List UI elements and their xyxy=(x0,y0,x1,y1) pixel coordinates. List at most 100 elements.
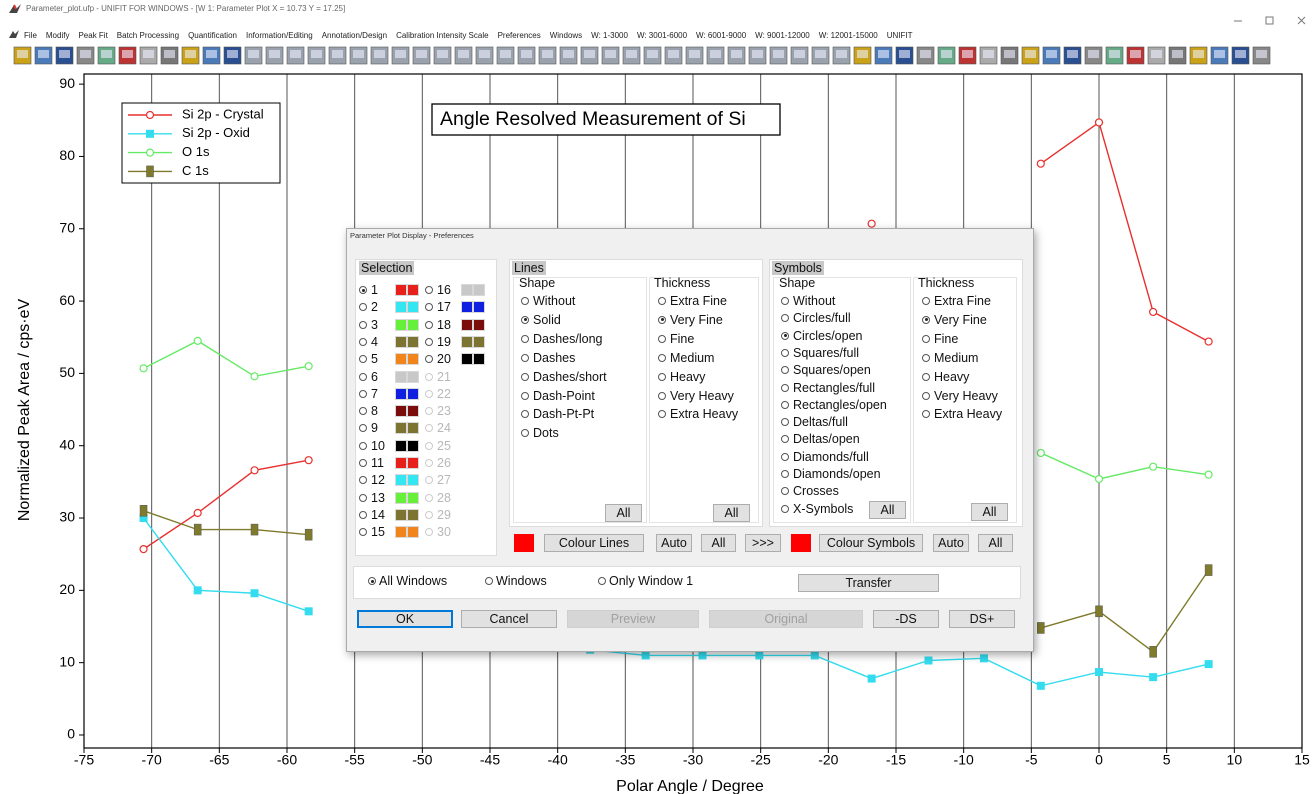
selection-label[interactable]: 29 xyxy=(437,507,451,522)
shape-option[interactable]: Without xyxy=(533,294,576,308)
selection-label[interactable]: 2 xyxy=(371,300,378,315)
window-option[interactable]: All Windows xyxy=(379,574,448,588)
radio-button[interactable] xyxy=(781,487,789,496)
selection-label[interactable]: 30 xyxy=(437,525,451,540)
radio-button[interactable] xyxy=(781,314,789,323)
colour-lines-button[interactable]: Colour Lines xyxy=(544,534,644,552)
radio-button[interactable] xyxy=(781,366,789,375)
toolbar-button[interactable] xyxy=(349,46,368,65)
toolbar-button[interactable] xyxy=(685,46,704,65)
radio-button[interactable] xyxy=(781,348,789,357)
toolbar-button[interactable] xyxy=(811,46,830,65)
dialog-button[interactable]: DS+ xyxy=(949,610,1015,628)
shape-option[interactable]: Dashes/long xyxy=(533,331,603,346)
thickness-option[interactable]: Very Fine xyxy=(934,312,987,327)
radio-button[interactable] xyxy=(658,391,666,400)
toolbar-button[interactable] xyxy=(1168,46,1187,65)
radio-button[interactable] xyxy=(658,297,666,305)
toolbar-button[interactable] xyxy=(118,46,137,65)
toolbar-button[interactable] xyxy=(1084,46,1103,65)
shape-option[interactable]: Diamonds/full xyxy=(793,449,869,464)
toolbar-button[interactable] xyxy=(139,46,158,65)
toolbar-button[interactable] xyxy=(370,46,389,65)
radio-button[interactable] xyxy=(359,424,367,433)
menu-item[interactable]: Quantification xyxy=(188,31,237,40)
radio-button[interactable] xyxy=(922,372,930,381)
toolbar-button[interactable] xyxy=(769,46,788,65)
radio-button[interactable] xyxy=(658,353,666,362)
toolbar-button[interactable] xyxy=(307,46,326,65)
menu-item[interactable]: UNIFIT xyxy=(886,31,913,40)
window-option[interactable]: Only Window 1 xyxy=(609,574,694,588)
menu-item[interactable]: Batch Processing xyxy=(116,31,180,40)
toolbar-button[interactable] xyxy=(580,46,599,65)
thickness-option[interactable]: Fine xyxy=(934,331,959,346)
selection-label[interactable]: 16 xyxy=(437,283,451,297)
toolbar-button[interactable] xyxy=(13,46,32,65)
thickness-option[interactable]: Heavy xyxy=(934,369,970,384)
radio-button[interactable] xyxy=(359,337,367,346)
toolbar-button[interactable] xyxy=(748,46,767,65)
all-button[interactable]: All xyxy=(869,501,906,519)
toolbar-button[interactable] xyxy=(475,46,494,65)
dialog-button[interactable]: Cancel xyxy=(461,610,557,628)
radio-button[interactable] xyxy=(781,383,789,392)
toolbar-button[interactable] xyxy=(202,46,221,65)
radio-button[interactable] xyxy=(521,429,529,438)
forward-button[interactable]: >>> xyxy=(745,534,781,552)
selection-label[interactable]: 28 xyxy=(437,490,451,505)
selection-label[interactable]: 4 xyxy=(371,334,378,349)
toolbar-button[interactable] xyxy=(1231,46,1250,65)
radio-button[interactable] xyxy=(359,355,367,364)
thickness-option[interactable]: Fine xyxy=(670,331,695,346)
shape-option[interactable]: Crosses xyxy=(793,484,839,499)
thickness-option[interactable]: Medium xyxy=(670,350,715,365)
selection-label[interactable]: 20 xyxy=(437,352,451,367)
radio-button[interactable] xyxy=(922,353,930,362)
toolbar-button[interactable] xyxy=(727,46,746,65)
radio-button[interactable] xyxy=(359,476,367,485)
thickness-option[interactable]: Extra Heavy xyxy=(670,407,739,422)
toolbar-button[interactable] xyxy=(181,46,200,65)
radio-button[interactable] xyxy=(781,470,789,478)
radio-button[interactable] xyxy=(359,407,367,416)
toolbar-button[interactable] xyxy=(832,46,851,65)
toolbar-button[interactable] xyxy=(55,46,74,65)
toolbar-button[interactable] xyxy=(286,46,305,65)
radio-button[interactable] xyxy=(359,510,367,519)
selection-label[interactable]: 18 xyxy=(437,317,451,332)
radio-button[interactable] xyxy=(425,337,433,346)
toolbar-button[interactable] xyxy=(622,46,641,65)
menu-item[interactable]: W: 1-3000 xyxy=(591,31,628,40)
selection-label[interactable]: 12 xyxy=(371,473,385,488)
shape-option[interactable]: X-Symbols xyxy=(793,501,854,516)
selection-label[interactable]: 5 xyxy=(371,352,378,367)
shape-option[interactable]: Circles/open xyxy=(793,328,863,343)
radio-button[interactable] xyxy=(359,493,367,502)
selection-label[interactable]: 17 xyxy=(437,300,451,315)
toolbar-button[interactable] xyxy=(244,46,263,65)
shape-option[interactable]: Squares/open xyxy=(793,363,871,378)
toolbar-button[interactable] xyxy=(223,46,242,65)
all-button[interactable]: All xyxy=(971,503,1008,521)
toolbar-button[interactable] xyxy=(979,46,998,65)
selection-label[interactable]: 24 xyxy=(437,421,451,436)
all-button[interactable]: All xyxy=(605,504,642,522)
thickness-option[interactable]: Heavy xyxy=(670,369,706,384)
dialog-button[interactable]: -DS xyxy=(873,610,939,628)
menu-item[interactable]: W: 12001-15000 xyxy=(818,31,878,40)
shape-option[interactable]: Solid xyxy=(533,312,561,327)
shape-option[interactable]: Dots xyxy=(533,426,559,441)
toolbar-button[interactable] xyxy=(1252,46,1271,65)
all-button[interactable]: All xyxy=(701,534,736,552)
radio-button[interactable] xyxy=(521,315,529,324)
toolbar-button[interactable] xyxy=(937,46,956,65)
toolbar-button[interactable] xyxy=(1126,46,1145,65)
selection-label[interactable]: 13 xyxy=(371,490,385,505)
selection-label[interactable]: 27 xyxy=(437,473,451,488)
radio-button[interactable] xyxy=(781,400,789,409)
radio-button[interactable] xyxy=(425,320,433,329)
shape-option[interactable]: Rectangles/full xyxy=(793,380,875,395)
radio-button[interactable] xyxy=(781,418,789,427)
menu-item[interactable]: Annotation/Design xyxy=(321,31,388,40)
